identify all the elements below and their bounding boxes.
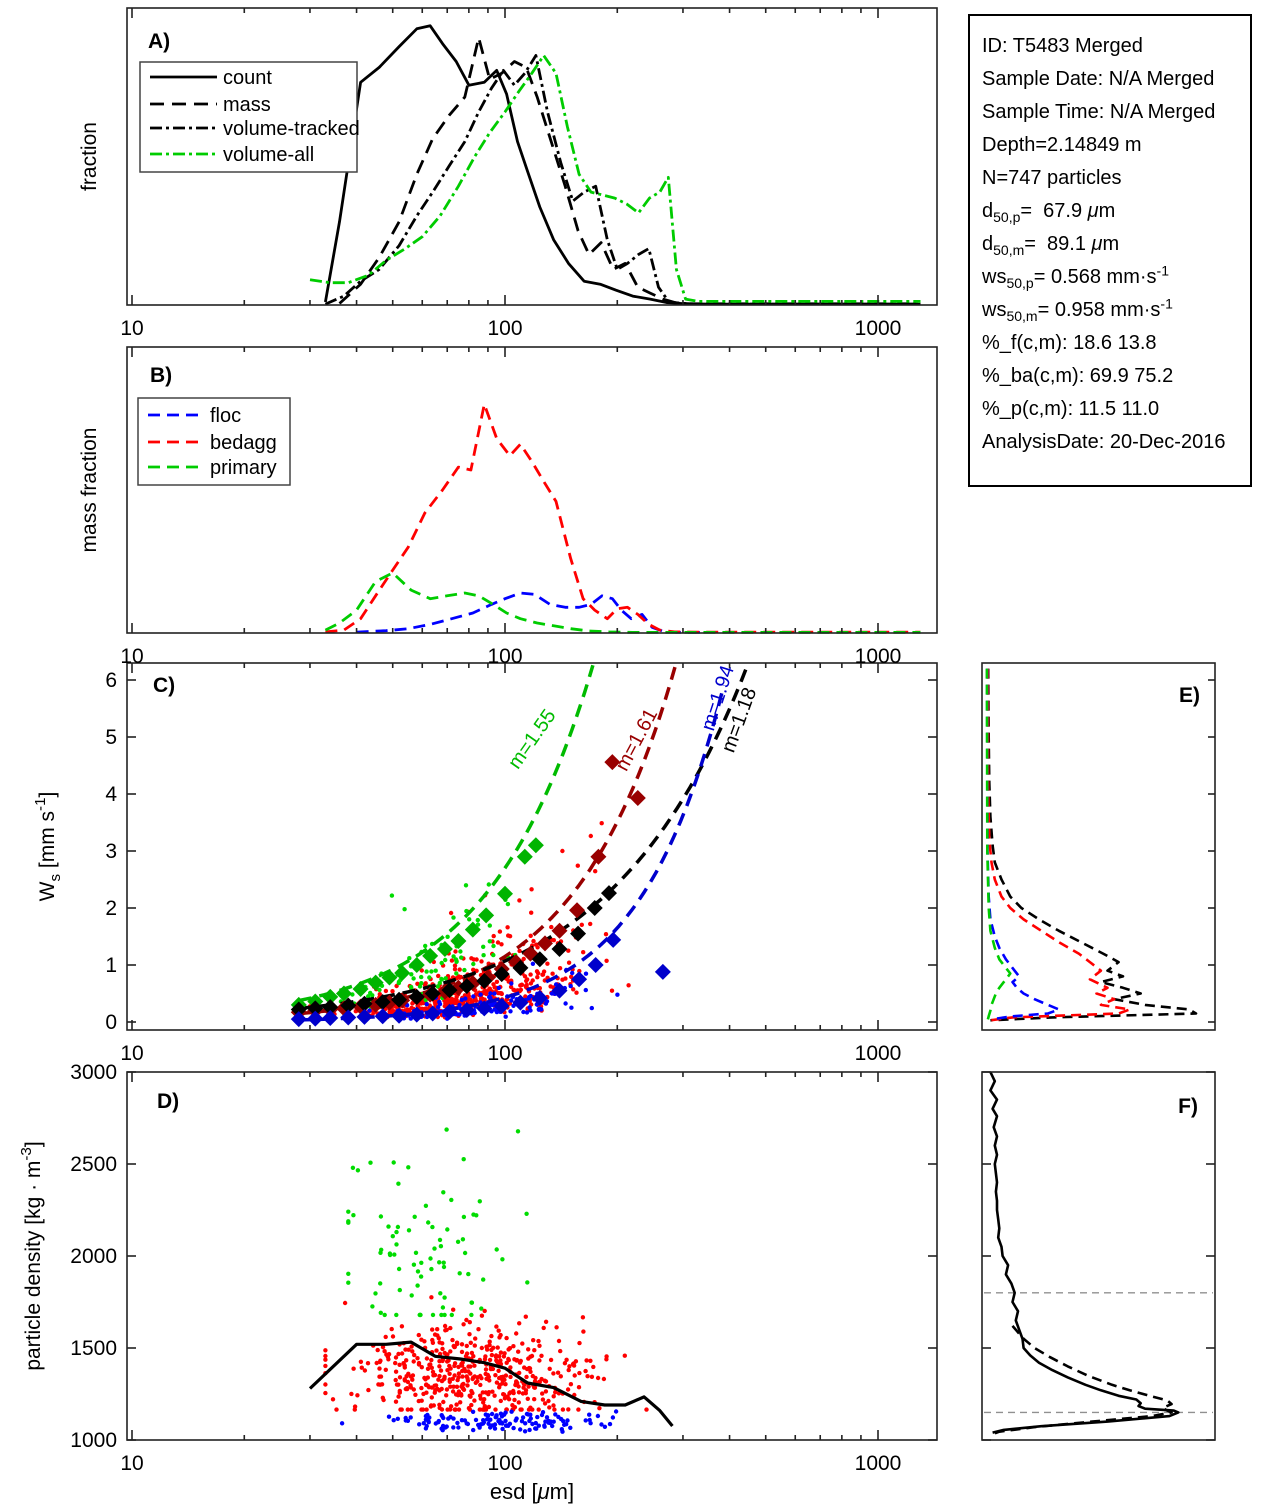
y-tick-label: 0 <box>105 1011 117 1034</box>
fit-label: m=1.55 <box>504 705 561 773</box>
series-mass <box>338 36 921 306</box>
series-all-ws-dist <box>986 668 1198 1022</box>
y-tick-label: 4 <box>105 783 117 806</box>
x-tick-label: 1000 <box>855 317 902 340</box>
y-tick-label: 1500 <box>70 1337 117 1360</box>
info-line: %_ba(c,m): 69.9 75.2 <box>982 365 1174 387</box>
legend-label: primary <box>210 457 277 479</box>
series-volume-all <box>309 54 921 303</box>
x-tick-label: 10 <box>120 645 143 668</box>
x-tick-label: 1000 <box>855 1042 902 1065</box>
y-tick-label: 5 <box>105 726 117 749</box>
x-tick-label: 100 <box>487 1042 522 1065</box>
info-line: AnalysisDate: 20-Dec-2016 <box>982 431 1226 453</box>
y-axis-title-a: fraction <box>78 122 101 191</box>
info-box: ID: T5483 Merged Sample Date: N/A Merged S… <box>968 14 1252 487</box>
y-axis-title-b: mass fraction <box>78 428 101 553</box>
fit-all-fit <box>298 663 750 1011</box>
y-tick-label: 3 <box>105 840 117 863</box>
info-line: Depth=2.14849 m <box>982 134 1142 156</box>
series-volume-tracked <box>324 54 921 306</box>
series-density-dist-observed <box>989 1071 1180 1434</box>
panel-letter-a: A) <box>148 30 170 53</box>
y-tick-label: 1000 <box>70 1429 117 1452</box>
panel-letter-d: D) <box>157 1090 179 1113</box>
panel-c-content: m=1.55 m=1.61m=1.94m=1.18 <box>290 661 761 1028</box>
legend-label: volume-all <box>223 144 314 166</box>
panel-a-series <box>309 24 921 306</box>
x-tick-label: 100 <box>487 317 522 340</box>
y-tick-label: 2500 <box>70 1153 117 1176</box>
panel-a-box <box>126 7 938 306</box>
scatter-bedagg-density <box>323 1295 649 1412</box>
panel-e-series <box>985 668 1198 1022</box>
panel-f-series <box>984 1071 1213 1437</box>
y-axis-title-d: particle density [kg · m-3] <box>18 1141 45 1370</box>
info-line: d50,p= 67.9 μm <box>982 200 1116 225</box>
info-line: d50,m= 89.1 μm <box>982 233 1120 258</box>
series-bedagg <box>325 402 921 634</box>
fit-bedagg-fit <box>298 661 679 1016</box>
panel-d-content <box>308 1127 674 1434</box>
x-axis-ticks <box>131 347 879 633</box>
legend-label: volume-tracked <box>223 118 360 140</box>
y-tick-label: 2000 <box>70 1245 117 1268</box>
fit-primary-fit <box>298 664 595 1003</box>
panel-letter-e: E) <box>1179 684 1200 707</box>
series-floc <box>356 591 704 634</box>
series-primary-ws-dist <box>985 668 1012 1021</box>
y-tick-label: 1 <box>105 954 117 977</box>
panel-e-box <box>981 662 1216 1031</box>
info-line: N=747 particles <box>982 167 1122 189</box>
series-primary <box>324 571 921 634</box>
scatter-floc-density <box>339 1409 619 1434</box>
y-tick-label: 2 <box>105 897 117 920</box>
x-axis-ticks <box>131 8 879 305</box>
info-line: ws50,p= 0.568 mm·s-1 <box>982 262 1169 291</box>
legend-label: count <box>223 67 272 89</box>
scatter-primary-density <box>346 1127 530 1318</box>
floc-medians <box>290 931 671 1028</box>
info-line: %_p(c,m): 11.5 11.0 <box>982 398 1160 420</box>
x-tick-label: 100 <box>487 1452 522 1475</box>
x-tick-label: 10 <box>120 1452 143 1475</box>
y-axis-title-c: Ws [mm s-1] <box>32 792 64 902</box>
info-line: Sample Date: N/A Merged <box>982 68 1215 90</box>
x-tick-label: 1000 <box>855 1452 902 1475</box>
density-median <box>308 1340 674 1428</box>
legend-label: bedagg <box>210 432 277 454</box>
x-tick-label: 10 <box>120 1042 143 1065</box>
series-density-dist-fit <box>988 1325 1173 1437</box>
fit-label: m=1.61 <box>611 705 662 775</box>
x-tick-label: 1000 <box>855 645 902 668</box>
x-axis-title: esd [μm] <box>490 1479 574 1504</box>
series-floc-ws-dist <box>985 668 1061 1021</box>
series-count <box>324 24 921 306</box>
panel-c-box <box>126 662 938 1031</box>
panel-letter-b: B) <box>150 364 172 387</box>
panel-b-series <box>324 402 921 634</box>
panel-f-box <box>981 1071 1216 1441</box>
x-axis-ticks <box>131 663 879 1030</box>
panel-letter-c: C) <box>153 674 175 697</box>
legend-b: floc bedagg primary <box>137 397 291 486</box>
x-tick-label: 100 <box>487 645 522 668</box>
panel-letter-f: F) <box>1178 1095 1198 1118</box>
x-axis-ticks <box>131 1072 879 1440</box>
series-bedagg-ws-dist <box>986 668 1131 1022</box>
legend-label: floc <box>210 405 241 427</box>
x-tick-label: 10 <box>120 317 143 340</box>
y-tick-label: 6 <box>105 669 117 692</box>
info-line: Sample Time: N/A Merged <box>982 101 1216 123</box>
all-medians <box>290 885 617 1018</box>
y-tick-label: 3000 <box>70 1061 117 1084</box>
info-line: ID: T5483 Merged <box>982 35 1143 57</box>
info-line: %_f(c,m): 18.6 13.8 <box>982 332 1157 354</box>
legend-label: mass <box>223 94 271 116</box>
info-line: ws50,m= 0.958 mm·s-1 <box>982 295 1173 324</box>
panel-b-box <box>126 346 938 634</box>
